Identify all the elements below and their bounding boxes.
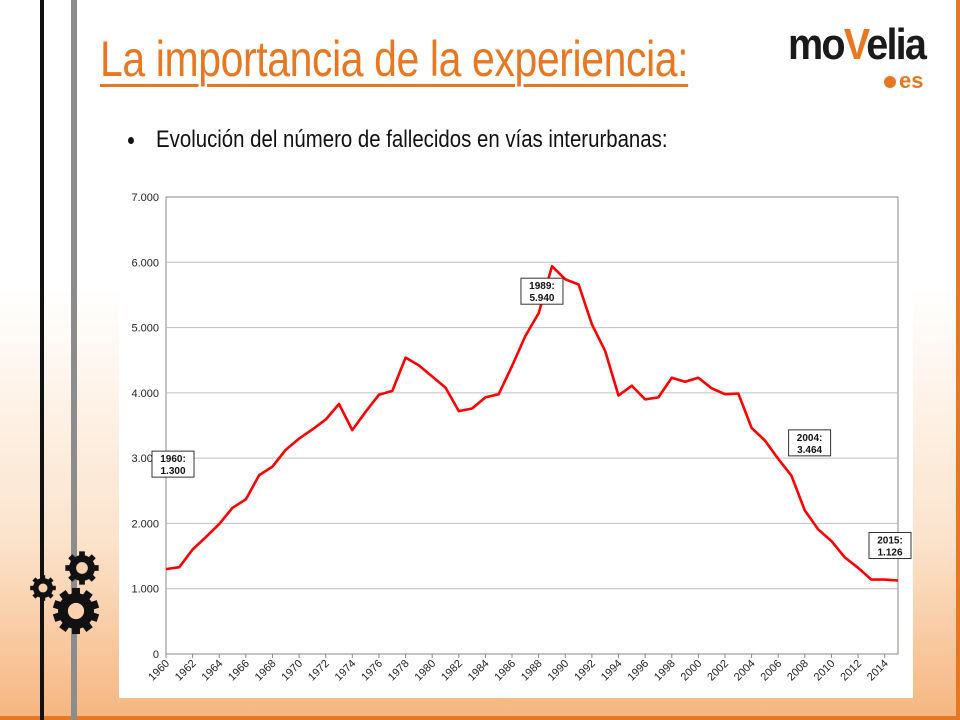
logo-sub-label: es (899, 68, 924, 93)
x-tick-label: 1968 (253, 658, 279, 684)
x-tick-label: 1972 (306, 658, 332, 684)
x-tick-label: 1978 (386, 658, 412, 684)
annotation-label: 1989: (529, 281, 555, 292)
logo-part: mo (788, 20, 846, 69)
x-tick-label: 1992 (572, 658, 598, 684)
x-tick-label: 1980 (413, 658, 439, 684)
annotation-box (520, 277, 564, 305)
y-tick-label: 2.000 (131, 518, 159, 530)
logo-wordmark: moVelia (788, 20, 927, 70)
x-tick-label: 1998 (652, 658, 678, 684)
chart-container: 0 1.000 2.000 3.000 4.000 5.000 6.000 7.000 1960… (119, 167, 913, 698)
x-tick-label: 2012 (838, 658, 864, 684)
annotation-box (151, 450, 195, 478)
x-tick-label: 1966 (226, 658, 252, 684)
x-tick-label: 1976 (359, 658, 385, 684)
x-tick-label: 2008 (785, 658, 811, 684)
annotation-value: 1.300 (160, 466, 185, 477)
bullet-dot-icon (128, 137, 134, 145)
y-tick-label: 0 (153, 649, 159, 661)
annotation-value: 5.940 (529, 293, 554, 304)
bullet-item: Evolución del número de fallecidos en ví… (128, 126, 667, 154)
x-tick-label: 2010 (812, 658, 838, 684)
gears-icon (30, 551, 100, 635)
annotation-label: 1960: (160, 454, 186, 465)
x-tick-label: 1984 (466, 658, 492, 684)
plot-area (165, 196, 899, 655)
x-tick-label: 1962 (173, 658, 199, 684)
x-tick-label: 2000 (679, 658, 705, 684)
x-tick-label: 1986 (492, 658, 518, 684)
line-chart: 01.0002.0003.0004.0005.0006.0007.0001960… (131, 192, 912, 684)
y-tick-label: 4.000 (131, 388, 159, 400)
y-tick-label: 6.000 (131, 257, 159, 269)
x-tick-label: 1970 (279, 658, 305, 684)
y-tick-label: 1.000 (131, 584, 159, 596)
logo-part: elia (866, 20, 927, 69)
y-tick-label: 5.000 (131, 323, 159, 335)
x-tick-label: 1994 (599, 658, 625, 684)
x-tick-label: 1988 (519, 658, 545, 684)
vertical-bar-gray (71, 0, 77, 720)
annotation-box (868, 531, 912, 559)
y-tick-label: 7.000 (131, 192, 159, 204)
movelia-logo: moVelia es (788, 20, 938, 100)
bullet-text: Evolución del número de fallecidos en ví… (156, 126, 668, 153)
annotation-box (788, 429, 832, 457)
x-tick-label: 1990 (546, 658, 572, 684)
logo-subtext: es (884, 68, 923, 94)
x-tick-label: 2002 (705, 658, 731, 684)
gear-top (65, 551, 99, 585)
x-tick-label: 1982 (439, 658, 465, 684)
annotation-label: 2015: (877, 535, 903, 546)
logo-part-v: V (843, 20, 868, 69)
x-tick-label: 2014 (865, 658, 891, 684)
vertical-bar-black (40, 0, 44, 720)
annotation-label: 2004: (797, 433, 823, 444)
x-tick-label: 1996 (625, 658, 651, 684)
logo-dot-icon (884, 76, 896, 89)
x-tick-label: 1974 (333, 658, 359, 684)
x-tick-label: 1960 (146, 658, 172, 684)
x-tick-label: 1964 (200, 658, 226, 684)
annotation-value: 3.464 (797, 445, 822, 456)
x-tick-label: 2006 (759, 658, 785, 684)
gear-left (30, 575, 56, 601)
gear-bottom (52, 587, 100, 635)
x-tick-label: 2004 (732, 658, 758, 684)
slide-title: La importancia de la experiencia: (100, 31, 689, 87)
annotation-value: 1.126 (877, 547, 902, 558)
series-line (165, 264, 899, 582)
